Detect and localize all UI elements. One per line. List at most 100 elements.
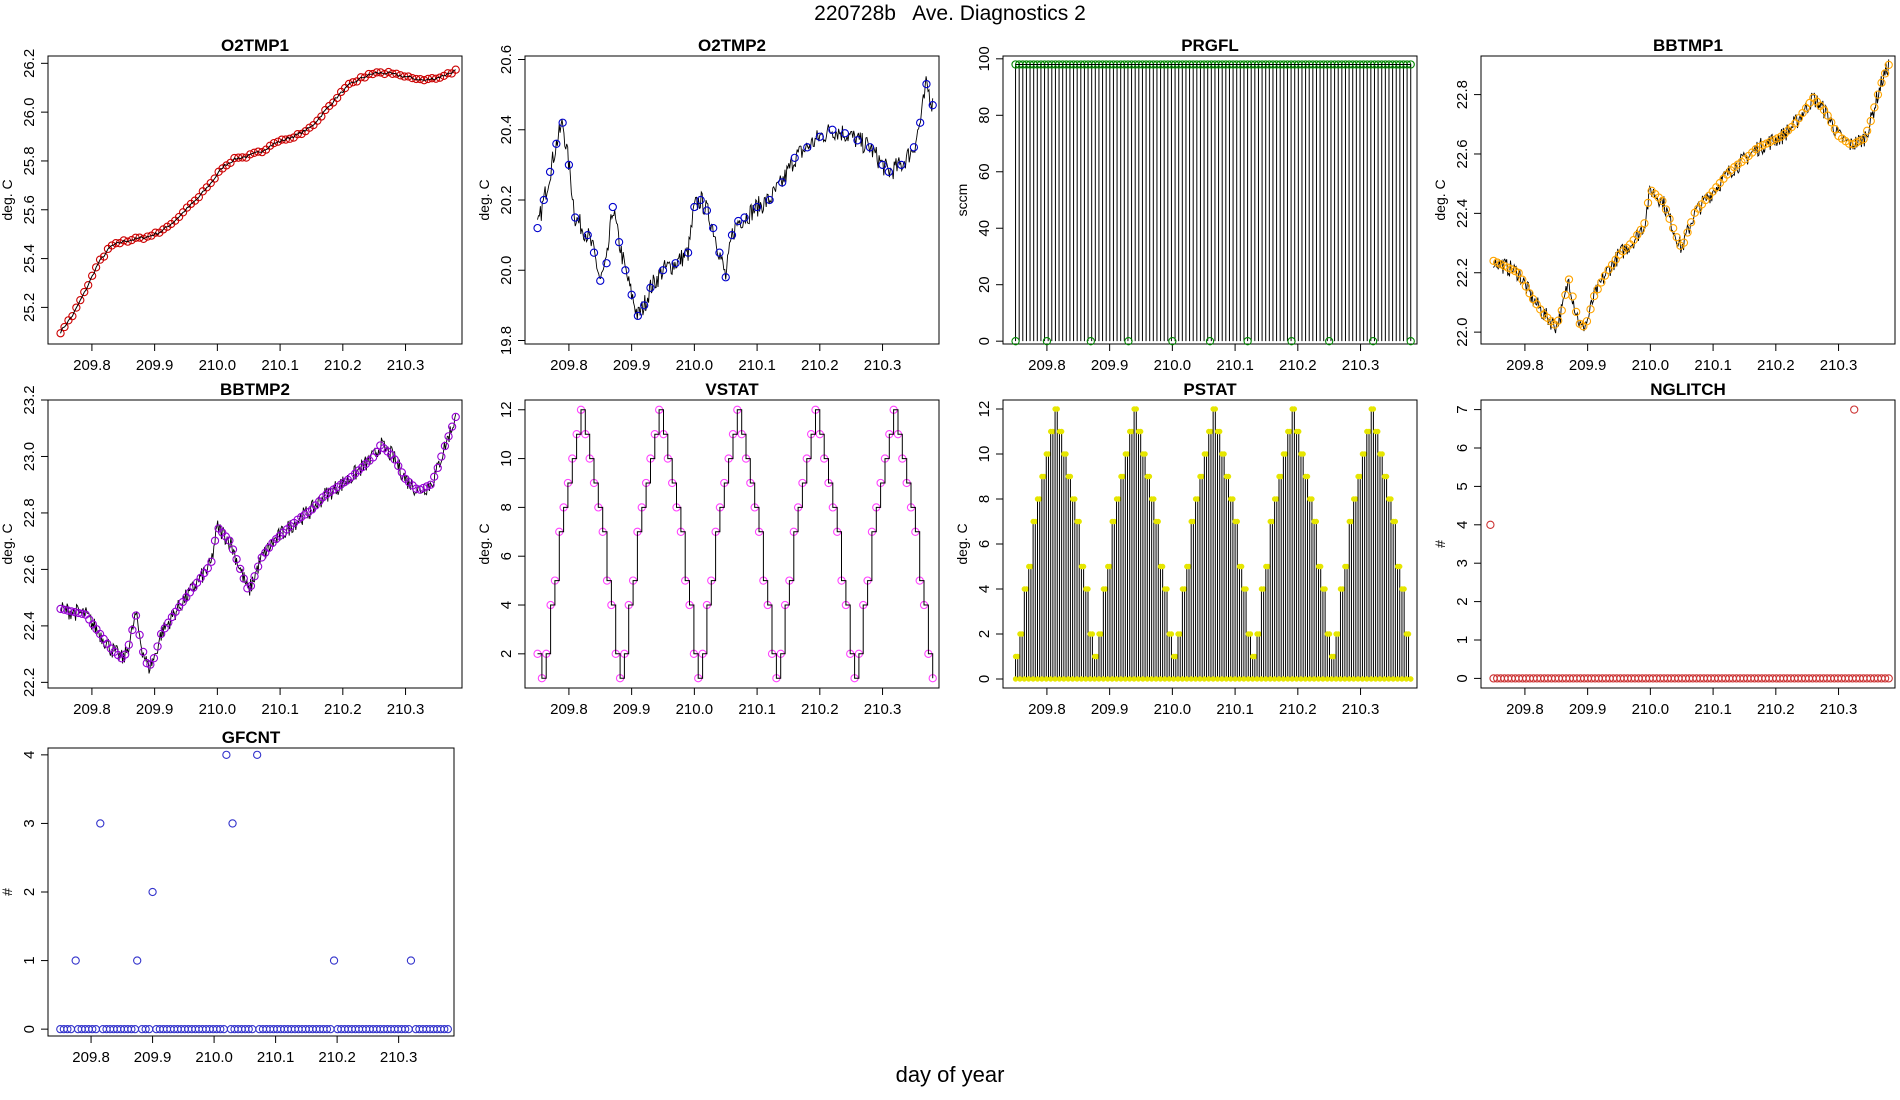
data-point (596, 276, 605, 285)
data-point (1285, 676, 1291, 682)
data-point (1219, 676, 1225, 682)
x-tick-label: 210.0 (676, 357, 714, 374)
data-point (141, 1024, 150, 1034)
y-tick-label: 2 (1454, 597, 1471, 605)
y-tick-label: 5 (1454, 482, 1471, 490)
x-tick-label: 210.0 (1632, 701, 1670, 718)
y-tick-label: 1 (21, 956, 38, 964)
y-axis: 2 4 6 8 10 12 (498, 401, 525, 658)
x-tick-label: 210.1 (1694, 357, 1732, 374)
data-point (740, 213, 749, 222)
data-point (1518, 275, 1527, 284)
data-point (1318, 563, 1324, 570)
data-point (142, 659, 151, 668)
data-point (1364, 676, 1370, 682)
data-point (119, 236, 128, 245)
data-point (1206, 676, 1212, 682)
data-point (1300, 451, 1306, 457)
data-point (95, 629, 105, 639)
y-axis: 25.2 25.4 25.6 25.8 26.0 26.2 (21, 49, 48, 322)
data-point (121, 650, 130, 659)
y-tick-label: 4 (21, 751, 38, 759)
series-pstat (1012, 406, 1414, 682)
data-point (1133, 406, 1139, 412)
x-axis: 209.8 209.9 210.0 210.1 210.2 210.3 (550, 688, 901, 718)
data-point (1326, 631, 1333, 637)
data-point (1377, 676, 1383, 682)
data-point (545, 167, 555, 177)
data-point (143, 232, 152, 241)
data-point (451, 412, 460, 422)
y-tick-label: 23.2 (21, 385, 38, 414)
outlier-point (406, 956, 416, 965)
data-point (1236, 676, 1243, 682)
data-point (683, 248, 693, 257)
data-point (1403, 676, 1410, 682)
x-tick-label: 210.0 (1154, 357, 1192, 374)
data-point (1243, 586, 1249, 592)
data-point (884, 167, 893, 177)
x-tick-label: 210.2 (324, 701, 362, 718)
data-point (1260, 586, 1267, 592)
data-point (727, 230, 737, 240)
series-gfcnt (56, 750, 452, 1034)
x-tick-label: 210.2 (1757, 357, 1795, 374)
data-point (1291, 406, 1298, 412)
data-point (372, 447, 381, 457)
data-point (1109, 676, 1115, 682)
data-point (608, 202, 617, 212)
data-point (1192, 676, 1199, 682)
data-point (348, 78, 358, 87)
y-tick-label: 0 (976, 337, 993, 345)
y-tick-label: 26.0 (21, 98, 38, 127)
data-point (614, 237, 624, 247)
data-point (1386, 676, 1392, 682)
data-point (1151, 496, 1157, 502)
y-tick-label: 20 (976, 276, 993, 293)
data-point (1096, 676, 1102, 682)
data-point (1348, 518, 1355, 525)
data-point (1184, 676, 1190, 682)
panel-pstat: PSTAT deg. C 209.8 209.9 210.0 210.1 210.2 210.… (954, 380, 1418, 718)
data-point (1399, 676, 1405, 682)
data-point (1333, 676, 1339, 682)
data-point (1390, 676, 1396, 682)
data-point (1023, 586, 1030, 592)
data-point (828, 125, 837, 134)
data-point (1640, 219, 1649, 228)
x-tick-label: 210.2 (801, 701, 839, 718)
panel-vstat: VSTAT deg. C 209.8 209.9 210.0 210.1 210.2 210.… (476, 380, 940, 718)
data-point (1877, 78, 1886, 87)
data-point (1322, 586, 1328, 592)
data-point (394, 461, 403, 471)
plot-title: PRGFL (1181, 36, 1239, 55)
x-tick-label: 210.3 (864, 357, 902, 374)
plot-title: GFCNT (222, 728, 281, 747)
data-point (1201, 676, 1208, 682)
data-point (1181, 586, 1188, 592)
data-point (246, 150, 255, 159)
y-tick-label: 22.8 (1454, 80, 1471, 109)
x-tick-label: 209.9 (613, 701, 651, 718)
data-point (633, 311, 643, 321)
data-point (752, 202, 762, 212)
data-point (1199, 473, 1205, 480)
y-tick-label: 20.6 (498, 45, 515, 74)
plot-frame (1002, 55, 1418, 345)
y-tick-label: 4 (498, 601, 515, 609)
data-point (1230, 496, 1236, 502)
y-axis-label: sccm (954, 184, 970, 217)
data-point (128, 625, 137, 635)
plot-frame (1480, 55, 1896, 345)
plot-title: VSTAT (705, 380, 759, 399)
low-data-point (1086, 337, 1095, 346)
data-point (1359, 676, 1366, 682)
data-point (1525, 289, 1534, 298)
data-point (1265, 563, 1271, 570)
data-point (1269, 518, 1276, 525)
x-tick-label: 209.9 (1569, 357, 1607, 374)
data-point (558, 118, 567, 127)
y-axis-label: deg. C (0, 179, 15, 220)
data-point (640, 301, 649, 310)
x-axis: 209.8 209.9 210.0 210.1 210.2 210.3 (1506, 344, 1857, 374)
